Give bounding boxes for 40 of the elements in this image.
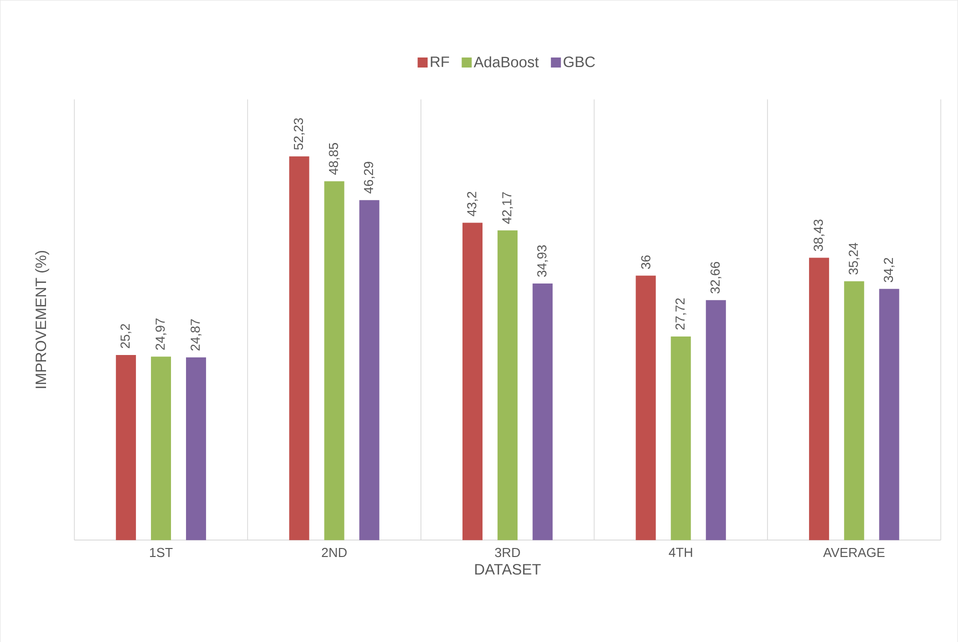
data-label: 34,93 [537, 245, 548, 277]
data-label: 48,85 [328, 142, 340, 175]
x-tick-label: 4TH [668, 548, 692, 557]
x-tick-label: 3RD [495, 548, 520, 557]
data-label: 36 [641, 255, 650, 269]
data-label: 38,43 [814, 219, 824, 251]
x-tick-label: 2ND [322, 548, 347, 557]
data-label: 52,23 [294, 118, 305, 150]
bar [462, 222, 483, 540]
bar [150, 356, 171, 540]
y-axis-title: IMPROVEMENT (%) [35, 250, 50, 388]
bar [532, 283, 553, 540]
bar [116, 354, 136, 540]
data-label: 25,2 [120, 324, 132, 348]
data-label: 32,66 [710, 262, 722, 294]
data-label: 34,2 [884, 258, 895, 282]
data-label: 42,17 [502, 192, 513, 224]
x-tick-label: 1ST [150, 548, 173, 557]
bar [809, 258, 830, 540]
legend-label: AdaBoost [474, 56, 539, 68]
legend-label: GBC [564, 56, 595, 67]
data-label: 24,87 [190, 319, 202, 350]
data-label: 35,24 [848, 242, 860, 274]
data-label: 46,29 [364, 162, 375, 194]
x-tick-label: AVERAGE [823, 548, 885, 557]
data-label: 24,97 [156, 318, 166, 350]
data-label: 27,72 [675, 298, 686, 330]
bar [186, 357, 206, 540]
bar [289, 156, 310, 540]
bar [879, 288, 900, 540]
bar [359, 200, 380, 540]
bar [844, 281, 864, 540]
data-label: 43,2 [467, 192, 478, 216]
bar [670, 336, 691, 540]
x-axis-title: DATASET [475, 564, 541, 574]
bar [636, 275, 656, 540]
bar [324, 181, 344, 540]
bar [706, 300, 726, 540]
bar [498, 230, 518, 540]
legend-label: RF [430, 56, 450, 67]
